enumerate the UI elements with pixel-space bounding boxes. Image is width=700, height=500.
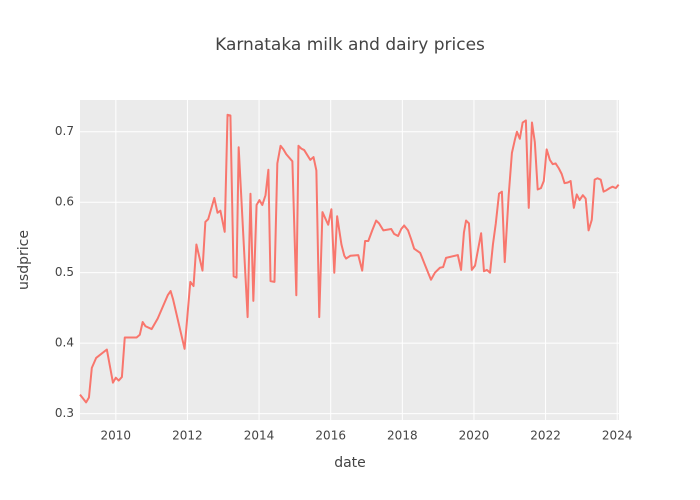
y-tick-label: 0.5 xyxy=(55,265,74,279)
x-tick-label: 2016 xyxy=(315,429,346,443)
y-tick-label: 0.3 xyxy=(55,406,74,420)
y-tick-label: 0.6 xyxy=(55,195,74,209)
x-tick-label: 2022 xyxy=(530,429,561,443)
y-axis-label: usdprice xyxy=(16,230,32,290)
x-axis-label: date xyxy=(334,455,366,471)
x-tick-label: 2018 xyxy=(387,429,418,443)
x-tick-label: 2014 xyxy=(244,429,275,443)
x-tick-label: 2020 xyxy=(459,429,490,443)
line xyxy=(79,113,620,404)
x-tick-label: 2024 xyxy=(602,429,633,443)
y-tick-label: 0.4 xyxy=(55,336,74,350)
plot-area xyxy=(80,100,619,420)
x-tick-label: 2010 xyxy=(101,429,132,443)
x-tick-label: 2012 xyxy=(172,429,203,443)
y-tick-label: 0.7 xyxy=(55,124,74,138)
chart-title: Karnataka milk and dairy prices xyxy=(215,35,485,55)
